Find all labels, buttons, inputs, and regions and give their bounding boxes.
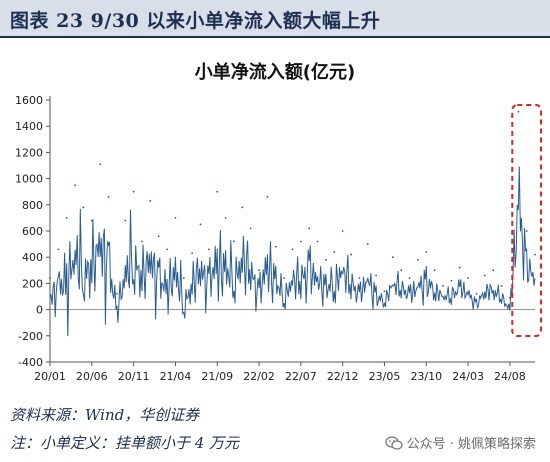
figure-title: 图表 23 9/30 以来小单净流入额大幅上升	[10, 10, 381, 32]
data-point	[500, 285, 503, 287]
data-point	[149, 199, 152, 202]
watermark-text: 公众号 · 姚佩策略探索	[406, 437, 536, 452]
data-point	[408, 277, 411, 280]
data-point	[450, 279, 453, 282]
data-point	[99, 163, 102, 166]
data-point	[266, 196, 269, 198]
data-point	[350, 253, 352, 256]
y-tick-label: 1200	[15, 146, 43, 159]
data-point	[224, 217, 227, 219]
data-point	[191, 252, 194, 255]
data-point	[49, 277, 51, 280]
x-tick-label: 23/10	[410, 370, 442, 383]
x-tick-label: 20/06	[76, 370, 108, 383]
data-point	[174, 217, 177, 219]
data-point	[475, 292, 478, 295]
y-tick-label: 400	[22, 251, 43, 264]
data-point	[107, 196, 110, 198]
y-tick-label: 1000	[15, 173, 43, 186]
data-point	[57, 248, 60, 251]
data-point	[115, 292, 118, 295]
data-point	[400, 269, 403, 272]
y-tick-label: -400	[18, 356, 43, 369]
x-tick-label: 20/11	[118, 370, 150, 383]
y-tick-label: 600	[22, 225, 43, 238]
data-point	[299, 240, 302, 243]
data-point	[391, 256, 394, 259]
header-rule	[0, 36, 550, 38]
data-point	[132, 190, 135, 193]
data-point	[233, 240, 235, 243]
data-point	[425, 251, 428, 253]
data-point	[249, 227, 252, 230]
data-point	[442, 285, 444, 287]
watermark: 公众号 · 姚佩策略探索	[384, 433, 536, 452]
data-point	[517, 110, 520, 113]
data-point	[216, 190, 219, 193]
data-point	[74, 184, 76, 187]
y-tick-label: 800	[22, 199, 43, 212]
x-tick-label: 21/09	[201, 370, 233, 383]
data-point	[207, 248, 210, 251]
wechat-icon	[384, 435, 403, 450]
x-tick-label: 22/12	[327, 370, 359, 383]
data-point	[433, 269, 436, 272]
data-point	[483, 274, 486, 277]
series-line	[49, 166, 536, 337]
x-tick-label: 20/01	[34, 370, 66, 383]
x-tick-label: 24/03	[452, 370, 484, 383]
chart-axes: -400 -200 0 200 400 600 800 1000 1200 1400 1600 20/…	[15, 94, 535, 383]
data-point	[274, 245, 277, 248]
data-point	[241, 206, 244, 209]
data-point	[141, 240, 143, 243]
data-point	[534, 253, 536, 256]
y-tick-label: 1600	[15, 94, 43, 107]
data-point	[65, 217, 68, 219]
source-note: 资料来源：Wind，华创证券	[10, 406, 200, 424]
definition-note: 注：小单定义：挂单额小于 4 万元	[10, 434, 240, 452]
data-point	[157, 235, 160, 238]
data-point	[308, 227, 311, 230]
data-point	[341, 230, 344, 232]
header-band	[0, 0, 550, 36]
data-point	[375, 274, 378, 277]
data-point	[182, 277, 185, 280]
data-point	[509, 296, 511, 299]
data-point	[525, 230, 528, 232]
data-point	[291, 248, 294, 251]
data-point	[417, 258, 419, 261]
data-point	[333, 251, 336, 253]
series-layer	[49, 110, 536, 337]
data-point	[283, 277, 286, 280]
highlight-box	[511, 104, 543, 337]
x-tick-label: 23/05	[369, 370, 401, 383]
y-tick-label: 200	[22, 277, 43, 290]
data-point	[199, 223, 202, 226]
data-point	[358, 277, 361, 280]
data-point	[82, 206, 85, 209]
data-point	[492, 269, 495, 272]
data-point	[124, 219, 127, 222]
data-point	[325, 258, 327, 261]
data-point	[258, 269, 260, 272]
data-point	[467, 277, 470, 280]
highlight-layer	[511, 104, 543, 337]
x-tick-label: 22/02	[243, 370, 275, 383]
chart-title: 小单净流入额(亿元)	[194, 62, 356, 83]
y-tick-label: 0	[36, 304, 43, 317]
x-tick-label: 24/08	[494, 370, 526, 383]
data-point	[316, 240, 319, 243]
data-point	[366, 243, 369, 246]
y-tick-label: 1400	[15, 120, 43, 133]
data-point	[383, 290, 386, 293]
data-point	[166, 248, 168, 251]
y-tick-label: -200	[18, 330, 43, 343]
data-point	[458, 266, 461, 269]
x-tick-label: 21/04	[160, 370, 192, 383]
x-tick-label: 22/07	[285, 370, 317, 383]
data-point	[90, 219, 93, 222]
